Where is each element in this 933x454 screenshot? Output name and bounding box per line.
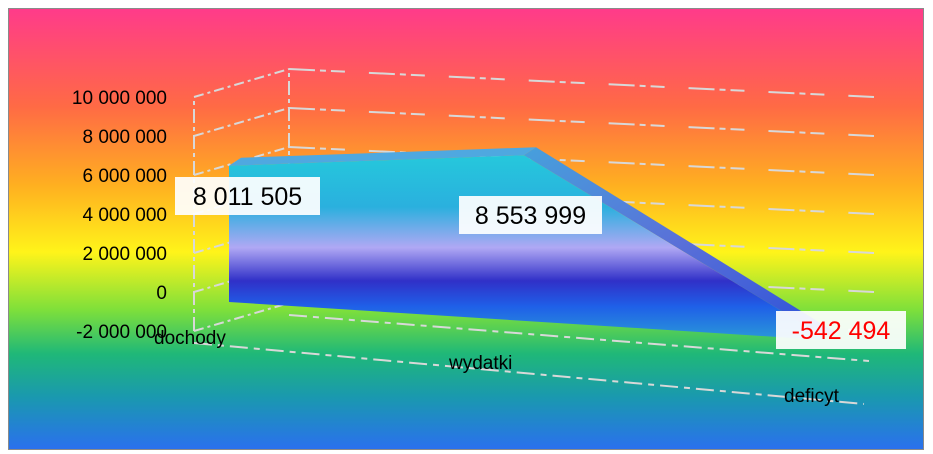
gridline-wall [193, 302, 290, 332]
x-category-label: wydatki [448, 353, 512, 374]
x-category-label: dochody [154, 328, 226, 349]
y-tick-label: 6 000 000 [82, 166, 167, 187]
x-axis-categories: dochody wydatki deficyt [154, 328, 840, 407]
x-category-label: deficyt [784, 386, 840, 407]
data-label: -542 494 [792, 317, 891, 345]
gridline [288, 68, 875, 98]
data-label-box [459, 196, 602, 234]
chart-area: -2 000 000 0 2 000 000 4 000 000 6 000 000 8 … [8, 8, 924, 450]
y-tick-label: 0 [156, 283, 167, 304]
floor-back-edge [288, 314, 870, 362]
area-top-face [229, 147, 536, 166]
floor-front-edge [193, 342, 865, 405]
data-label: 8 011 505 [193, 183, 302, 211]
data-labels: 8 011 505 8 553 999 -542 494 [175, 177, 906, 349]
y-tick-label: 2 000 000 [82, 244, 167, 265]
data-label: 8 553 999 [475, 202, 586, 230]
gridline-wall [193, 68, 290, 98]
y-tick-label: -2 000 000 [76, 322, 167, 343]
y-tick-label: 10 000 000 [72, 88, 167, 109]
y-axis-ticks: -2 000 000 0 2 000 000 4 000 000 6 000 000 8 … [72, 88, 167, 343]
y-tick-label: 4 000 000 [82, 205, 167, 226]
data-label-box [175, 177, 320, 215]
data-label-box [776, 311, 906, 349]
gridline-wall [193, 107, 290, 137]
gridline [288, 146, 875, 176]
area-slope-face [524, 147, 836, 337]
area-front-face [229, 155, 824, 340]
gridline [288, 107, 875, 137]
y-tick-label: 8 000 000 [82, 127, 167, 148]
area-chart-svg: -2 000 000 0 2 000 000 4 000 000 6 000 000 8 … [9, 9, 923, 449]
series-area [229, 147, 836, 340]
